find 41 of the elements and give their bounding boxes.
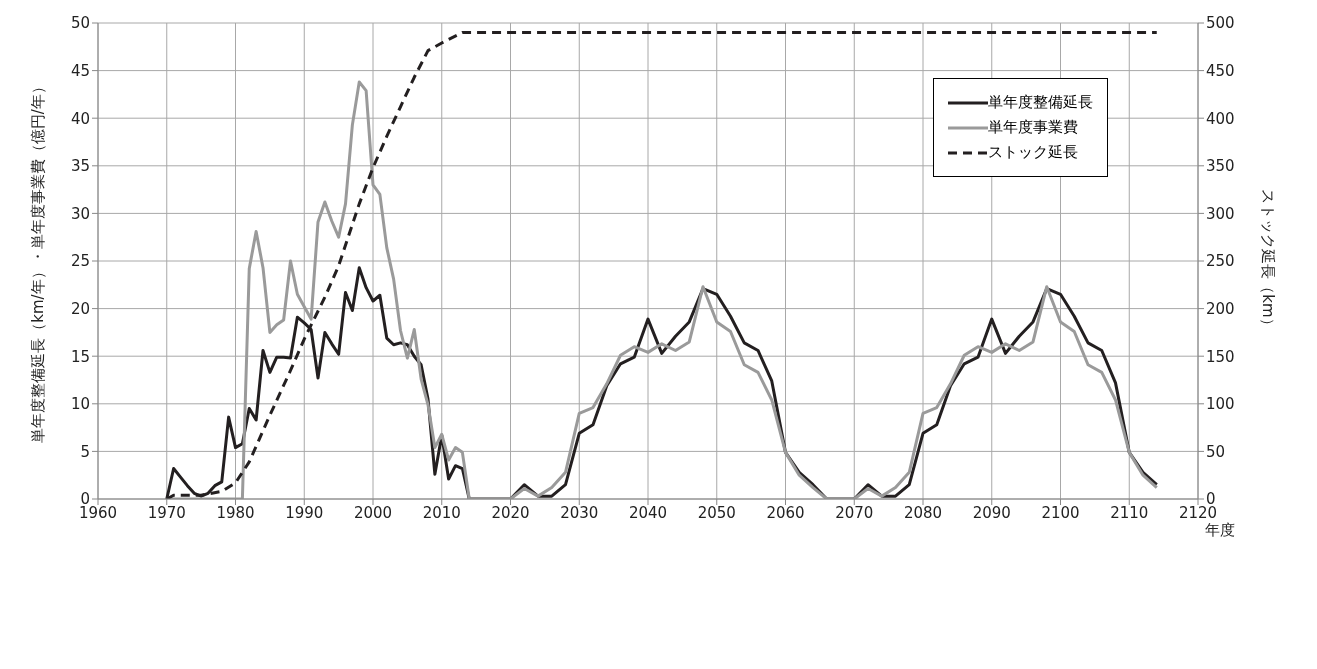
x-tick-label: 1990 <box>285 503 324 522</box>
y-tick-label: 20 <box>70 299 90 318</box>
y2-axis-title: ストック延長（km） <box>1258 189 1277 333</box>
y-tick-label: 40 <box>70 109 90 128</box>
legend-label: 単年度整備延長 <box>988 93 1093 112</box>
y2-tick-label: 50 <box>1206 442 1226 461</box>
y2-tick-label: 200 <box>1206 299 1235 318</box>
y-tick-label: 15 <box>70 347 90 366</box>
x-tick-label: 2110 <box>1110 503 1149 522</box>
y-tick-label: 10 <box>70 395 90 414</box>
x-tick-label: 1970 <box>147 503 186 522</box>
x-tick-label: 2060 <box>766 503 805 522</box>
legend-label: ストック延長 <box>988 143 1078 162</box>
y-axis-title: 単年度整備延長（km/年）・単年度事業費（億円/年） <box>29 79 48 443</box>
y2-tick-label: 400 <box>1206 109 1235 128</box>
x-tick-label: 2050 <box>697 503 736 522</box>
y2-tick-label: 450 <box>1206 61 1235 80</box>
y2-tick-label: 250 <box>1206 252 1235 271</box>
y-tick-label: 30 <box>70 204 90 223</box>
x-tick-label: 2040 <box>628 503 668 522</box>
x-tick-label: 1980 <box>216 503 255 522</box>
y-tick-label: 35 <box>70 157 90 176</box>
y2-tick-label: 350 <box>1206 157 1235 176</box>
x-tick-label: 2080 <box>903 503 943 522</box>
x-tick-label: 2020 <box>491 503 530 522</box>
x-axis-title: 年度 <box>1205 521 1235 539</box>
y2-tick-label: 500 <box>1206 14 1235 33</box>
x-tick-label: 2030 <box>560 503 599 522</box>
x-tick-label: 2070 <box>835 503 874 522</box>
x-tick-label: 2090 <box>972 503 1011 522</box>
legend-label: 単年度事業費 <box>988 118 1078 137</box>
y2-tick-label: 100 <box>1206 395 1235 414</box>
x-tick-label: 2010 <box>422 503 461 522</box>
y-tick-label: 50 <box>70 14 90 33</box>
y-tick-label: 45 <box>70 61 90 80</box>
x-tick-label: 2000 <box>353 503 393 522</box>
x-tick-label: 2100 <box>1041 503 1080 522</box>
y-tick-label: 25 <box>70 252 90 271</box>
y-tick-label: 5 <box>80 442 90 461</box>
y2-tick-label: 150 <box>1206 347 1235 366</box>
y2-tick-label: 300 <box>1206 204 1235 223</box>
